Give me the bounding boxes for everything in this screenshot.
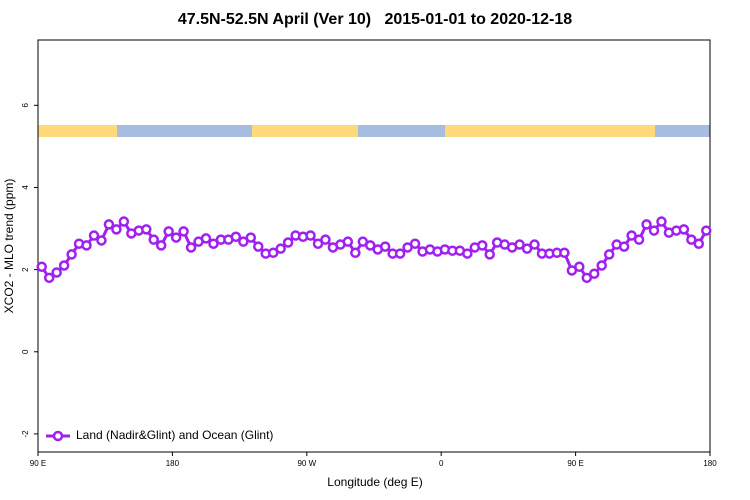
data-point (462, 248, 473, 259)
data-point (633, 234, 645, 245)
data-point (66, 249, 77, 260)
legend-marker (52, 430, 64, 442)
data-point (267, 247, 279, 259)
data-point (693, 238, 705, 249)
data-point (596, 260, 607, 271)
x-tick-label: 180 (166, 459, 180, 468)
data-point (559, 247, 570, 259)
data-point (618, 241, 630, 252)
x-tick-label: 0 (439, 459, 444, 468)
data-point (58, 260, 70, 271)
data-point (648, 225, 660, 236)
data-point (282, 237, 294, 248)
data-point (701, 225, 712, 236)
data-point (484, 249, 495, 260)
data-point (43, 272, 55, 284)
data-point (230, 231, 242, 243)
data-point (103, 219, 115, 230)
data-point (350, 247, 361, 259)
data-point (305, 230, 316, 241)
data-point (88, 230, 100, 241)
y-axis-label: XCO2 - MLO trend (ppm) (2, 179, 16, 314)
data-point (581, 272, 593, 284)
plot-frame (37, 39, 711, 453)
data-point (365, 240, 376, 251)
data-point (185, 242, 197, 253)
x-tick-label: 180 (703, 459, 717, 468)
data-point (394, 248, 406, 259)
y-tick-label: -2 (21, 430, 30, 438)
data-point (379, 241, 391, 252)
data-point (342, 236, 354, 247)
y-tick-label: 2 (21, 267, 30, 272)
data-point (312, 238, 324, 249)
data-point (626, 230, 637, 241)
data-point (641, 219, 652, 230)
data-point (36, 261, 47, 272)
data-point (574, 261, 585, 272)
data-point (238, 236, 249, 247)
y-tick-label: 4 (21, 185, 30, 190)
data-point (81, 240, 92, 251)
data-point (178, 226, 189, 237)
data-point (111, 224, 122, 235)
data-point (514, 239, 525, 250)
data-point (148, 234, 159, 245)
data-point (477, 240, 488, 251)
data-point (200, 233, 212, 244)
y-tick-label: 0 (21, 349, 30, 354)
data-point (678, 224, 690, 235)
x-tick-label: 90 E (30, 459, 46, 468)
data-point (603, 249, 615, 260)
data-point (51, 267, 62, 278)
data-point (245, 232, 257, 243)
data-point (275, 243, 286, 254)
data-point (96, 235, 107, 246)
data-point (320, 234, 331, 245)
data-point (656, 216, 667, 227)
x-tick-label: 90 E (567, 459, 583, 468)
data-point (521, 243, 533, 254)
data-point (170, 232, 182, 243)
data-point (253, 241, 264, 252)
legend-label: Land (Nadir&Glint) and Ocean (Glint) (76, 428, 273, 442)
data-point (208, 238, 219, 249)
x-tick-label: 90 W (297, 459, 316, 468)
chart-title: 47.5N-52.5N April (Ver 10) 2015-01-01 to… (178, 11, 572, 28)
data-point (163, 226, 174, 237)
data-point (141, 224, 152, 235)
data-point (686, 234, 697, 245)
data-point (155, 240, 167, 251)
data-point (529, 239, 540, 250)
data-point (589, 268, 600, 279)
data-point (118, 216, 130, 227)
x-axis-label: Longitude (deg E) (327, 475, 422, 489)
data-point (409, 238, 421, 249)
land-ocean-strip (38, 125, 710, 137)
y-tick-label: 6 (21, 103, 30, 108)
